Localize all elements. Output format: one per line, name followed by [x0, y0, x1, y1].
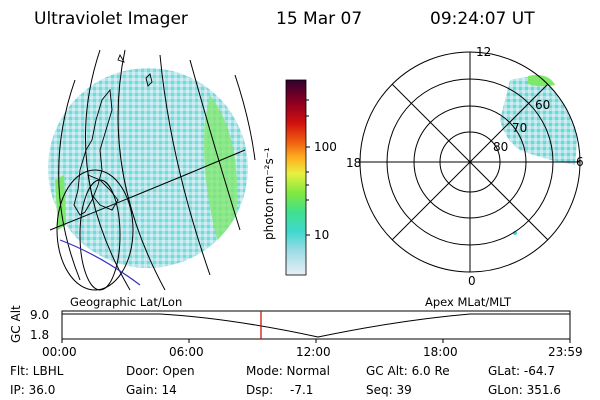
lat-label-60: 60	[535, 98, 551, 112]
observation-time: 09:24:07 UT	[430, 9, 535, 29]
polar-plot	[359, 51, 581, 273]
dsp-value: -7.1	[290, 383, 314, 397]
lat-lon-grid	[49, 49, 256, 291]
mlt-label-6: 6	[576, 155, 584, 169]
colorbar	[285, 79, 307, 276]
lat-label-70: 70	[512, 121, 528, 135]
altitude-x-ticks	[61, 339, 571, 343]
geographic-image	[48, 49, 256, 291]
geographic-map-label: Geographic Lat/Lon	[70, 295, 183, 309]
colorbar-tick-100: 100	[314, 140, 337, 154]
terminator-line	[59, 239, 141, 286]
time-tick-1800: 18:00	[423, 345, 458, 359]
glat-info: GLat: -64.7	[488, 364, 555, 378]
polar-diagonal-2	[391, 83, 549, 241]
colorbar-tick-10: 10	[314, 228, 330, 242]
altitude-plot	[61, 310, 571, 343]
colorbar-ticks	[306, 99, 310, 236]
gc-alt-info: GC Alt: 6.0 Re	[366, 364, 450, 378]
filter-info: Flt: LBHL	[10, 364, 64, 378]
mlt-label-18: 18	[346, 156, 362, 170]
gain-info: Gain: 14	[126, 383, 177, 397]
time-tick-1200: 12:00	[296, 345, 331, 359]
observation-date: 15 Mar 07	[276, 9, 363, 29]
aurora-band-bright	[204, 95, 238, 250]
ip-info: IP: 36.0	[10, 383, 56, 397]
instrument-title: Ultraviolet Imager	[34, 9, 188, 29]
door-info: Door: Open	[126, 364, 195, 378]
altitude-plot-frame	[61, 310, 571, 340]
polar-aurora-bright	[528, 75, 555, 87]
coastline	[73, 53, 153, 216]
seq-info: Seq: 39	[366, 383, 412, 397]
lat-label-80: 80	[493, 140, 509, 154]
mlt-label-12: 12	[476, 45, 492, 59]
altitude-y-tick-max: 9.0	[30, 308, 50, 322]
altitude-axis-label: GC Alt	[9, 305, 23, 343]
altitude-y-tick-min: 1.8	[30, 328, 50, 342]
dsp-label: Dsp:	[246, 383, 274, 397]
apex-map-label: Apex MLat/MLT	[425, 295, 512, 309]
time-tick-0600: 06:00	[169, 345, 204, 359]
colorbar-unit-label: photon cm⁻²s⁻¹	[262, 147, 276, 240]
time-tick-2359: 23:59	[548, 345, 583, 359]
glon-info: GLon: 351.6	[488, 383, 561, 397]
time-tick-0000: 00:00	[42, 345, 77, 359]
mlt-label-0: 0	[468, 274, 476, 288]
mode-info: Mode: Normal	[246, 364, 330, 378]
altitude-curve	[62, 313, 570, 338]
